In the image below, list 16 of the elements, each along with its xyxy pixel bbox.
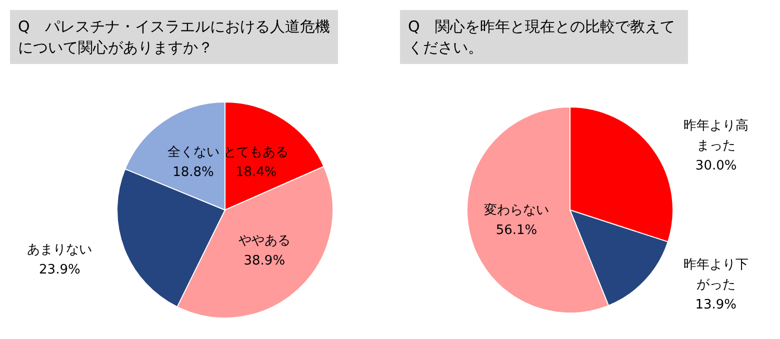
data-label: 30.0% — [695, 158, 737, 174]
data-label: 38.9% — [244, 254, 286, 269]
chart-title: Q パレスチナ・イスラエルにおける人道危機について関心がありますか？ — [18, 18, 330, 56]
slice-label: 変わらない — [484, 202, 549, 218]
slice-label: 全くない — [167, 145, 220, 160]
data-label: 18.8% — [172, 165, 214, 180]
slice-label: 昨年より高まった — [684, 117, 749, 154]
data-label: 18.4% — [235, 164, 277, 180]
slice-label: あまりない — [27, 242, 92, 258]
data-label: 56.1% — [496, 222, 538, 238]
slice-label: とてもある — [224, 144, 289, 160]
slice-label: 昨年より下がった — [683, 258, 748, 293]
slice-label: ややある — [238, 234, 290, 249]
data-label: 23.9% — [39, 262, 80, 278]
chart-title: Q 関心を昨年と現在との比較で教えてください。 — [408, 18, 675, 56]
data-label: 13.9% — [695, 298, 736, 313]
